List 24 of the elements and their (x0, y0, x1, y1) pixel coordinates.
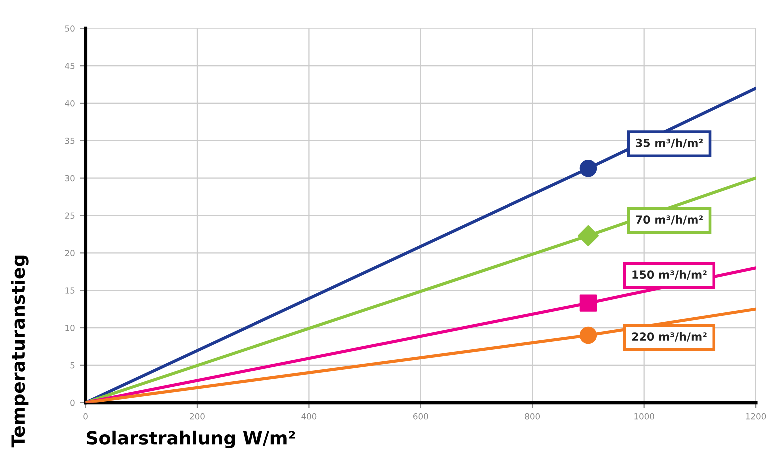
series-label: 70 m³/h/m² (636, 215, 703, 225)
series-label: 150 m³/h/m² (632, 270, 707, 280)
y-tick-label: 15 (66, 288, 75, 294)
y-tick-label: 10 (66, 325, 75, 332)
series-label: 35 m³/h/m² (636, 138, 703, 148)
x-axis-title: Solarstrahlung W/m² (87, 430, 296, 449)
y-axis-title: Temperaturanstieg (11, 256, 29, 448)
x-tick-label: 200 (190, 413, 205, 420)
y-tick-label: 30 (65, 175, 75, 182)
x-tick-label: 1200 (746, 413, 766, 420)
y-tick-label: 35 (65, 138, 75, 144)
x-tick-label: 800 (525, 413, 540, 420)
y-tick-label: 50 (65, 26, 75, 32)
x-tick-label: 1000 (634, 413, 654, 420)
y-tick-label: 45 (65, 63, 75, 70)
x-tick-label: 0 (84, 413, 88, 420)
y-tick-label: 0 (70, 400, 75, 406)
y-tick-label: 5 (70, 362, 75, 369)
y-tick-label: 40 (65, 100, 75, 107)
series-label: 220 m³/h/m² (632, 332, 707, 342)
y-tick-label: 20 (65, 250, 75, 256)
x-tick-label: 400 (302, 413, 317, 420)
y-tick-label: 25 (65, 212, 75, 220)
x-tick-label: 600 (414, 413, 428, 420)
